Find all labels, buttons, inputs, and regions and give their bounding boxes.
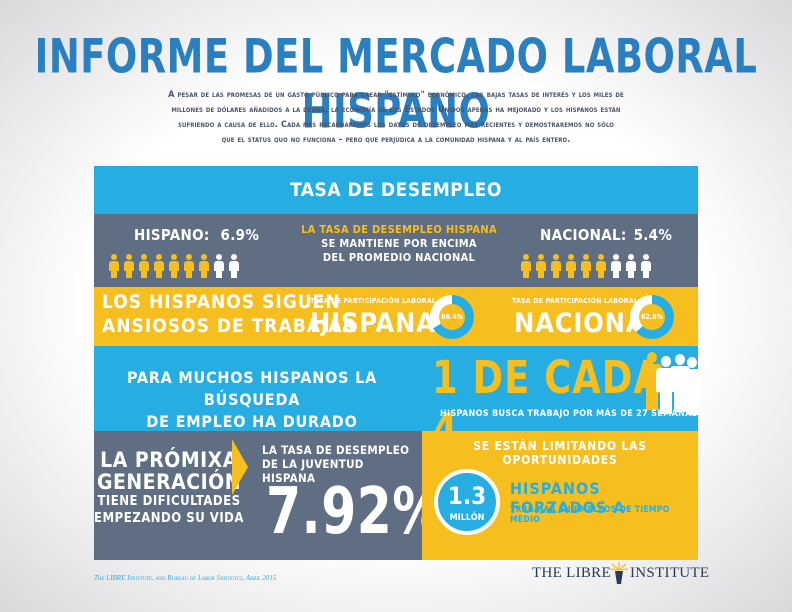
million-circle: 1.3 MILLÓN (434, 469, 500, 535)
person-icon (640, 254, 651, 278)
youth-rate-value: 7.92% (266, 474, 444, 549)
person-icon (565, 254, 576, 278)
person-icon (610, 254, 621, 278)
forced-text: HISPANOS FORZADOS A (510, 479, 626, 517)
participation-panel: LOS HISPANOS SIGUEN ANSIOSOS DE TRABAJAR… (94, 287, 698, 346)
hispanic-participation-donut: 66.4% (430, 295, 474, 339)
generation-line: LA PRÓMIXA (100, 448, 238, 472)
youth-caption-line: DE LA JUVENTUD HISPANA (262, 457, 364, 485)
person-icon (168, 254, 179, 278)
section-title: TASA DE DESEMPLEO (290, 179, 502, 201)
youth-rate-caption: LA TASA DE DESEMPLEO DE LA JUVENTUD HISP… (262, 443, 417, 485)
million-unit: MILLÓN (449, 513, 485, 523)
person-icon (138, 254, 149, 278)
million-number: 1.3 (447, 482, 487, 510)
hispanic-rate: HISPANO: 6.9% (134, 226, 259, 244)
national-label: NACIONAL: (540, 226, 627, 244)
eager-line: ANSIOSOS DE TRABAJAR (102, 315, 357, 337)
generation-line: EMPEZANDO SU VIDA (94, 511, 244, 526)
eager-to-work-text: LOS HISPANOS SIGUEN ANSIOSOS DE TRABAJAR (102, 290, 357, 338)
intro-line: que el status quo no funciona – pero que… (221, 135, 571, 145)
person-icon (183, 254, 194, 278)
torch-icon (610, 562, 628, 584)
person-icon (153, 254, 164, 278)
hispanic-people-icons (108, 254, 239, 278)
hispanic-label: HISPANO: (134, 226, 210, 244)
intro-line: millones de dólares añadidos a la deuda,… (171, 105, 621, 115)
statement-line: SE MANTIENE POR ENCIMA (321, 237, 477, 250)
opportunities-title: SE ESTÁN LIMITANDO LAS OPORTUNIDADES (473, 439, 647, 467)
unemployment-statement: LA TASA DE DESEMPLEO HISPANA SE MANTIENE… (284, 223, 514, 265)
arrow-right-icon (232, 439, 248, 495)
person-icon (520, 254, 531, 278)
hispanic-value: 6.9% (220, 226, 260, 244)
national-people-icons (520, 254, 651, 278)
hispanic-participation-word: HISPANA (310, 308, 436, 339)
unemployment-section-header: TASA DE DESEMPLEO (94, 166, 698, 214)
intro-paragraph: A pesar de las promesas de un gasto públ… (124, 88, 668, 148)
job-search-line: PARA MUCHOS HISPANOS LA BÚSQUEDA (126, 368, 378, 409)
statement-line: LA TASA DE DESEMPLEO HISPANA (301, 223, 497, 236)
person-icon (228, 254, 239, 278)
person-icon (535, 254, 546, 278)
person-icon (682, 357, 702, 415)
intro-line: A pesar de las promesas de un gasto públ… (168, 90, 624, 100)
person-icon (595, 254, 606, 278)
youth-panel: LA PRÓMIXA GENERACIÓN TIENE DIFICULTADES… (94, 431, 443, 560)
libre-institute-logo: THE LIBRE INSTITUTE (532, 562, 709, 586)
national-participation-value: 62.8% (639, 304, 665, 330)
person-icon (580, 254, 591, 278)
forced-subtext: TRABAJAR EN EMPLEOS DE TIEMPO MEDIO (510, 505, 670, 525)
job-search-subtitle: HISPANOS BUSCA TRABAJO POR MÁS DE 27 SEM… (440, 409, 698, 419)
eager-line: LOS HISPANOS SIGUEN (102, 291, 341, 313)
source-note: The LIBRE Institute, and Bureau of Labor… (94, 574, 277, 582)
next-generation-text: LA PRÓMIXA GENERACIÓN TIENE DIFICULTADES… (94, 449, 244, 527)
person-icon (123, 254, 134, 278)
statement-line: DEL PROMEDIO NACIONAL (322, 251, 476, 264)
hispanic-participation-caption: TASA DE PARTICIPACIÓN LABORAL (310, 297, 437, 305)
person-icon (550, 254, 561, 278)
generation-line: TIENE DIFICULTADES (97, 494, 241, 509)
unemployment-rates-panel: HISPANO: 6.9% LA TASA DE DESEMPLEO HISPA… (94, 214, 698, 287)
generation-line: GENERACIÓN (96, 470, 242, 494)
youth-caption-line: LA TASA DE DESEMPLEO (262, 443, 410, 457)
job-search-panel: PARA MUCHOS HISPANOS LA BÚSQUEDA DE EMPL… (94, 346, 702, 457)
national-value: 5.4% (633, 226, 673, 244)
hispanic-participation-value: 66.4% (439, 304, 465, 330)
logo-text-right: INSTITUTE (630, 565, 710, 581)
page-title: INFORME DEL MERCADO LABORAL HISPANO (34, 28, 758, 140)
national-participation-caption: TASA DE PARTICIPACIÓN LABORAL (512, 297, 639, 305)
opportunities-panel: SE ESTÁN LIMITANDO LAS OPORTUNIDADES 1.3… (422, 431, 698, 560)
person-icon (213, 254, 224, 278)
person-icon (198, 254, 209, 278)
logo-text-left: THE LIBRE (532, 565, 611, 581)
intro-line: sufriendo a causa de ello. Cada mes reca… (178, 120, 614, 130)
national-participation-donut: 62.8% (630, 295, 674, 339)
national-rate: NACIONAL: 5.4% (540, 226, 672, 244)
person-icon (108, 254, 119, 278)
person-icon (625, 254, 636, 278)
